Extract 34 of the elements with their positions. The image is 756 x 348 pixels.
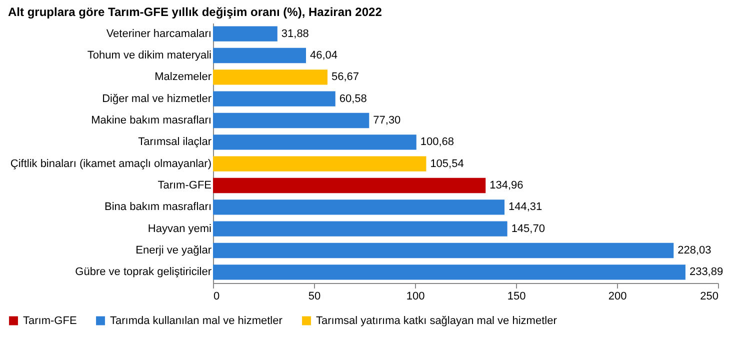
data-label: 145,70 <box>511 222 545 235</box>
data-label: 100,68 <box>420 136 454 148</box>
y-tick-label: Çiftlik binaları (ikamet amaçlı olmayanlar) <box>10 158 212 170</box>
data-label: 31,88 <box>281 28 309 40</box>
data-label: 77,30 <box>373 114 401 126</box>
data-label: 228,03 <box>678 244 712 256</box>
x-tick-label: 250 <box>700 290 718 302</box>
y-tick-label: Tarımsal ilaçlar <box>138 136 212 148</box>
data-label: 233,89 <box>689 266 724 278</box>
x-tick-label: 200 <box>608 290 627 302</box>
y-tick-label: Diğer mal ve hizmetler <box>102 92 212 105</box>
y-tick-label: Enerji ve yağlar <box>136 244 212 256</box>
y-tick-label: Makine bakım masrafları <box>91 114 212 126</box>
y-tick-label: Veteriner harcamaları <box>106 28 212 40</box>
y-tick-label: Tohum ve dikim materyali <box>87 50 212 62</box>
legend-label: Tarımda kullanılan mal ve hizmetler <box>110 314 283 327</box>
x-tick-label: 0 <box>214 290 220 302</box>
chart-title: Alt gruplara göre Tarım-GFE yıllık değişim oranı (%), Haziran 2022 <box>8 5 382 19</box>
data-label: 56,67 <box>331 71 360 84</box>
y-tick-label: Bina bakım masrafları <box>104 201 212 214</box>
legend-label: Tarım-GFE <box>23 314 77 327</box>
y-tick-label: Malzemeler <box>154 71 212 84</box>
data-label: 60,58 <box>339 92 367 105</box>
data-label: 105,54 <box>430 158 464 170</box>
legend-label: Tarımsal yatırıma katkı sağlayan mal ve hizmetler <box>316 314 558 327</box>
y-tick-label: Gübre ve toprak geliştiriciler <box>75 266 212 278</box>
data-label: 144,31 <box>508 201 542 214</box>
data-label: 46,04 <box>310 50 338 62</box>
x-tick-label: 50 <box>308 290 321 302</box>
y-tick-label: Hayvan yemi <box>148 222 212 235</box>
data-label: 134,96 <box>490 180 524 192</box>
x-tick-label: 100 <box>406 290 425 302</box>
x-tick-label: 150 <box>507 290 526 302</box>
y-tick-label: Tarım-GFE <box>158 180 212 192</box>
